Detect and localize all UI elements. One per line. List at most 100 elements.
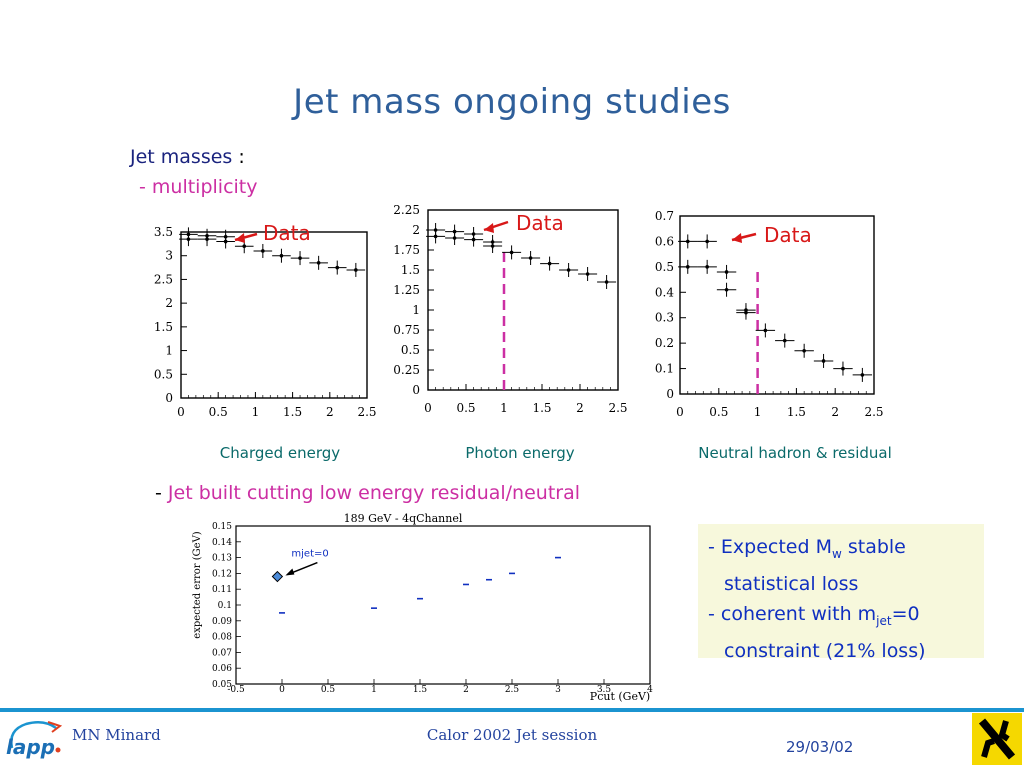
aleph-logo-icon [972, 713, 1022, 765]
x-tick-label: 0 [676, 405, 684, 419]
result-line-1-prefix: - Expected M [708, 536, 832, 558]
aleph-logo [972, 713, 1022, 769]
result-line-1-sub: w [831, 546, 842, 561]
section-label-text: Jet masses [130, 146, 233, 168]
plot-frame [427, 209, 619, 391]
x-tick-label: 1.5 [283, 405, 302, 419]
result-line-1: - Expected Mw stable [708, 532, 978, 569]
footer-date: 29/03/02 [786, 738, 854, 756]
plot-photon-energy: 0 0.25 0.5 0.75 1 1.25 1.5 1.75 2 2.25 0 0.5 1 1.5 2 2.… [384, 200, 632, 422]
bullet-cut: - Jet built cutting low energy residual/… [155, 482, 580, 504]
x-tick-label: 2 [576, 401, 584, 415]
data-point [452, 236, 457, 240]
data-point [841, 366, 845, 371]
y-tick-label: 1.5 [154, 320, 173, 334]
x-tick-label: 1 [754, 405, 762, 419]
y-tick-label: 0.06 [212, 664, 232, 674]
data-point [490, 244, 495, 248]
section-label: Jet masses : [130, 146, 245, 168]
plot-charged-svg: 0 0.5 1 1.5 2 2.5 3 3.5 0 0.5 1 1.5 2 2.5 Data [154, 222, 377, 419]
y-tick-label: 2 [412, 223, 420, 237]
y-tick-label: 0.4 [655, 285, 674, 299]
x-tick-label: 1.5 [532, 401, 551, 415]
x-tick-label: 1.5 [413, 685, 428, 695]
y-tick-label: 0.75 [393, 323, 420, 337]
y-tick-label: 0.3 [655, 311, 674, 325]
y-tick-label: 0 [165, 391, 173, 405]
data-annotation: Data [516, 211, 564, 235]
x-tick-label: 3 [555, 685, 561, 695]
data-point [316, 261, 321, 265]
data-point [724, 287, 729, 292]
y-tick-label: 1.5 [401, 263, 420, 277]
lapp-logo-text: lapp [6, 735, 55, 759]
caption-neutral: Neutral hadron & residual [698, 444, 892, 462]
data-point [509, 250, 514, 255]
data-point [860, 373, 865, 377]
x-tick-label: 2 [831, 405, 839, 419]
y-tick-label: 0.5 [401, 343, 420, 357]
y-tick-label: 0.15 [212, 522, 232, 532]
data-point [242, 244, 247, 249]
plot-neutral-svg: 0 0.1 0.2 0.3 0.4 0.5 0.6 0.7 0 0.5 1 1.5 2 2.5 Data [655, 209, 884, 419]
caption-photon: Photon energy [465, 444, 575, 462]
x-tick-label: 2.5 [864, 405, 883, 419]
y-tick-label: 0.09 [212, 617, 232, 627]
x-tick-label: 1.5 [787, 405, 806, 419]
footer-divider [0, 708, 1024, 712]
data-point [685, 239, 690, 244]
y-tick-label: 0.07 [212, 648, 232, 658]
data-point [528, 256, 533, 260]
y-tick-label: 0.1 [218, 601, 232, 611]
data-point [744, 310, 748, 315]
y-tick-label: 0.08 [212, 633, 232, 643]
data-point [821, 359, 826, 363]
y-tick-label: 0.05 [212, 680, 232, 690]
footer-session: Calor 2002 Jet session [426, 726, 598, 744]
y-tick-label: 1 [412, 303, 420, 317]
result-line-4: constraint (21% loss) [724, 639, 926, 662]
result-line-2: statistical loss [724, 572, 859, 595]
y-tick-label: 0.5 [154, 367, 173, 381]
y-tick-label: 0.6 [655, 234, 674, 248]
data-annotation: Data [263, 222, 311, 245]
x-tick-label: 1 [252, 405, 260, 419]
x-tick-label: 0.5 [456, 401, 475, 415]
x-tick-label: 2.5 [357, 405, 376, 419]
y-tick-label: 2.5 [154, 272, 173, 286]
plot-frame [679, 215, 875, 395]
data-point [547, 261, 552, 266]
x-tick-label: 0 [279, 685, 285, 695]
data-point [298, 256, 302, 260]
data-point [223, 239, 228, 244]
data-point [261, 249, 265, 253]
lapp-logo-icon: lapp [6, 720, 63, 759]
y-tick-label: 0 [666, 387, 674, 401]
chart-title: 189 GeV - 4qChannel [344, 512, 463, 525]
section-label-colon: : [238, 146, 245, 168]
data-arrowhead [484, 223, 494, 233]
y-tick-label: 0.25 [393, 363, 420, 377]
data-point [705, 265, 709, 269]
data-point [205, 237, 209, 241]
x-tick-label: 3.5 [597, 685, 612, 695]
y-tick-label: 2 [165, 296, 173, 310]
x-tick-label: -0.5 [227, 685, 245, 695]
y-tick-label: 3.5 [154, 225, 173, 239]
data-annotation: Data [764, 223, 812, 247]
y-tick-label: 1.75 [393, 243, 420, 257]
y-tick-label: 0.2 [655, 336, 674, 350]
data-point [186, 237, 191, 241]
x-tick-label: 0.5 [321, 685, 336, 695]
data-point [471, 237, 476, 242]
x-tick-label: 1 [371, 685, 377, 695]
data-point [763, 328, 768, 333]
y-tick-label: 0.12 [212, 569, 232, 579]
plot-expected-error-svg: 189 GeV - 4qChannel 0.05 0.06 0.07 0.08 0.09 0… [192, 512, 653, 702]
x-tick-label: 1 [500, 401, 508, 415]
y-tick-label: 0.11 [212, 585, 232, 595]
x-tick-label: 0.5 [209, 405, 228, 419]
result-line-3-sub: jet [876, 613, 892, 628]
y-axis-label: expected error (GeV) [192, 531, 203, 638]
data-point [802, 348, 806, 353]
